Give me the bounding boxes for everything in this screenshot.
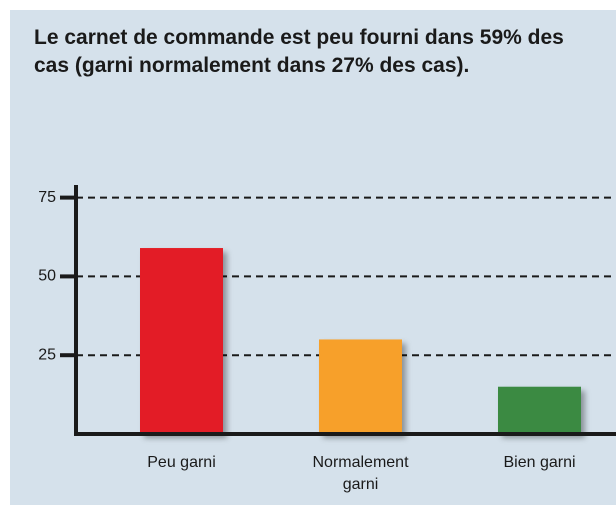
y-tick-label: 75	[38, 189, 56, 206]
chart-title: Le carnet de commande est peu fourni dan…	[34, 26, 564, 77]
y-tick-label: 25	[38, 346, 56, 363]
x-tick-label: Peu garni	[147, 454, 216, 471]
bar	[498, 386, 581, 434]
bar	[319, 339, 402, 434]
bar	[140, 248, 223, 434]
x-tick-label: Bien garni	[503, 454, 576, 471]
x-tick-label: Normalement garni	[312, 454, 409, 493]
y-tick-label: 50	[38, 268, 56, 285]
